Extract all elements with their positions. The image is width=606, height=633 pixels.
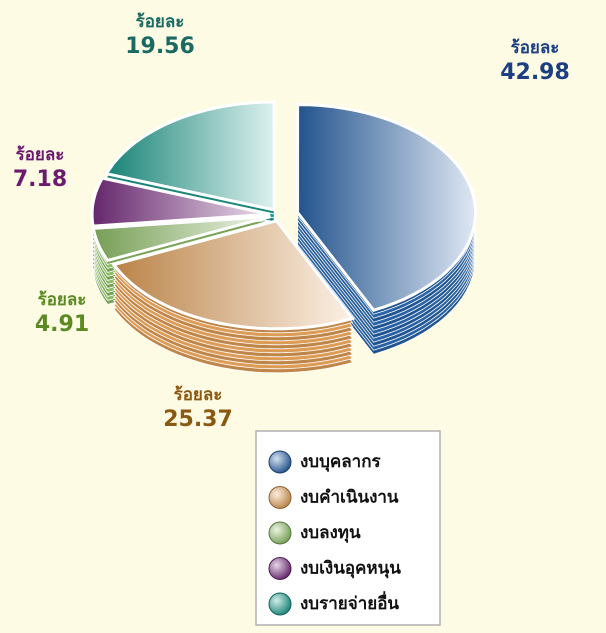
legend-marker <box>268 557 292 580</box>
value-label: 25.37 <box>163 407 233 432</box>
slice <box>111 219 356 331</box>
legend-label: งบลงทุน <box>300 523 361 543</box>
slice <box>296 103 478 312</box>
value-label-prefix: ร้อยละ <box>511 38 560 58</box>
legend-marker <box>268 521 292 545</box>
legend-label: งบบุคลากร <box>300 452 382 472</box>
value-label-prefix: ร้อยละ <box>136 12 185 32</box>
value-label: 19.56 <box>125 34 195 59</box>
value-label: 7.18 <box>13 167 67 192</box>
legend-marker <box>268 450 292 474</box>
legend-marker <box>268 486 292 509</box>
value-label-prefix: ร้อยละ <box>16 145 65 165</box>
legend-label: งบคำเนินงาน <box>300 488 399 508</box>
legend-marker <box>268 592 292 616</box>
legend-label: งบรายจ่ายอื่น <box>300 591 399 614</box>
slice <box>104 100 276 212</box>
value-label-prefix: ร้อยละ <box>38 290 87 310</box>
value-label-prefix: ร้อยละ <box>174 385 223 405</box>
value-label: 4.91 <box>35 312 89 337</box>
slice <box>91 215 271 263</box>
slice <box>90 176 271 228</box>
value-label: 42.98 <box>500 60 570 85</box>
legend-label: งบเงินอุคหนุน <box>300 559 401 579</box>
